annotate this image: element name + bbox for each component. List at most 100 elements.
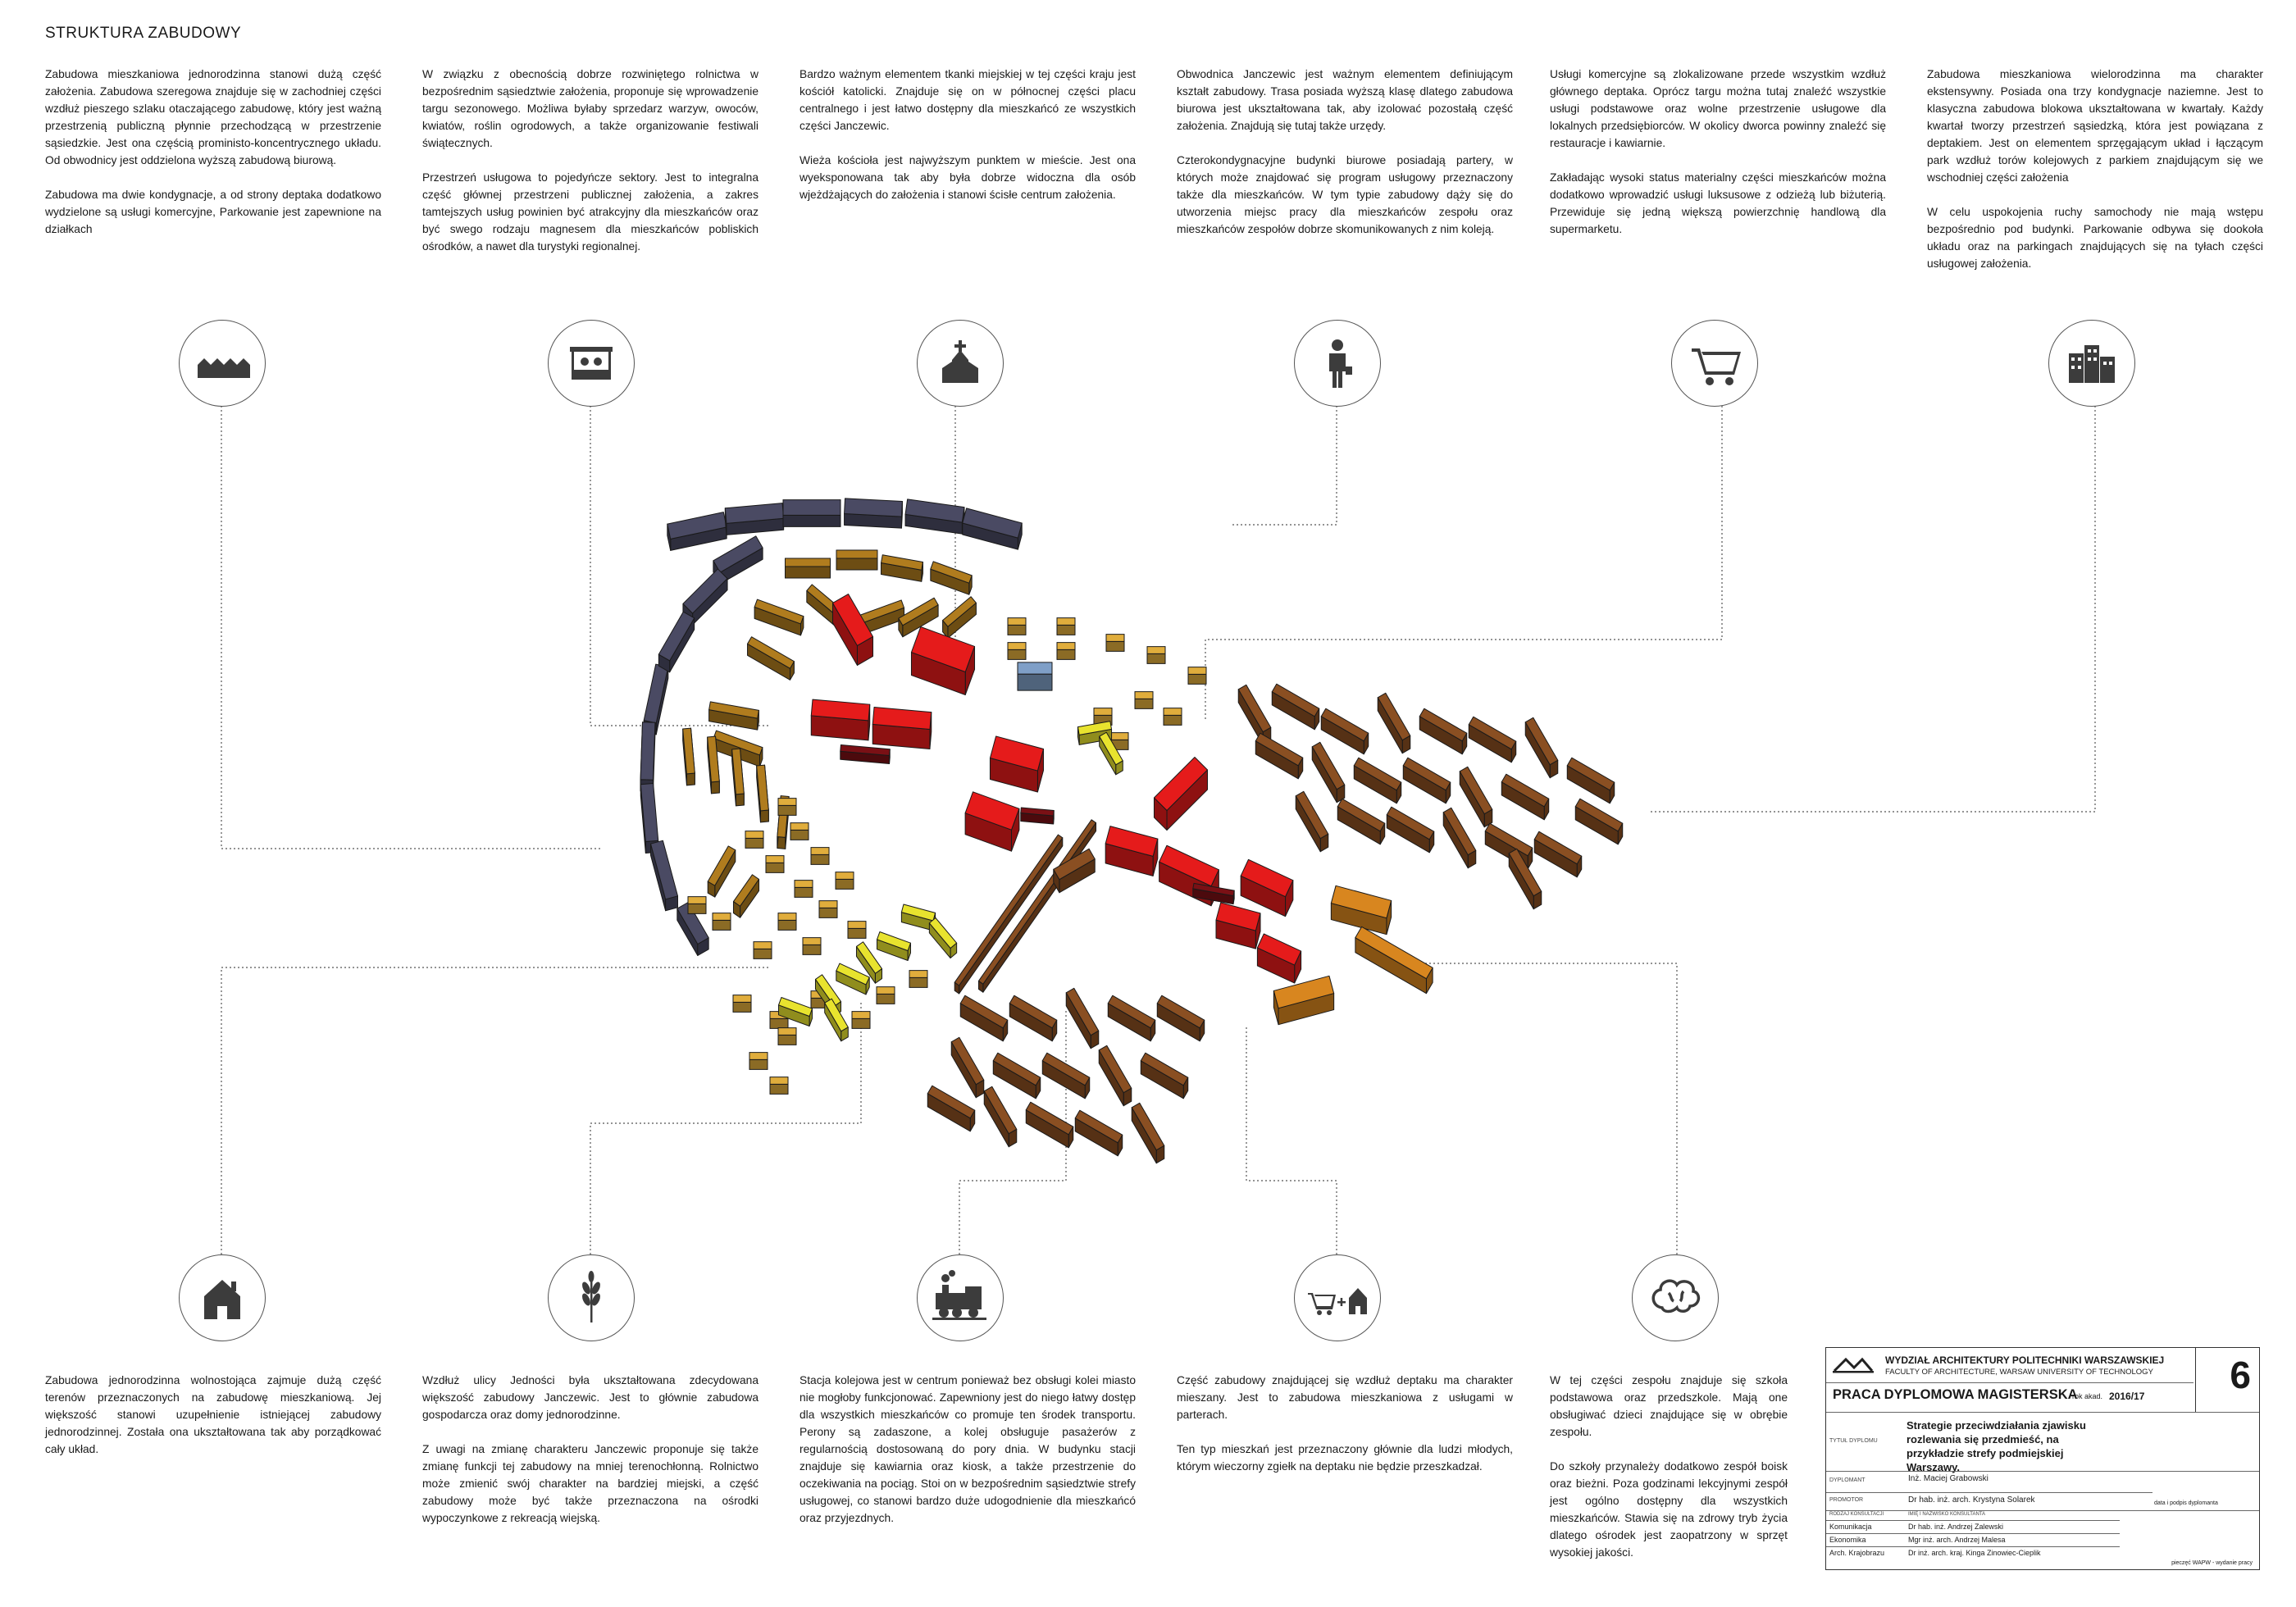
- text-col-school: W tej części zespołu znajduje się szkoła…: [1550, 1374, 1788, 1559]
- wheat-icon: [548, 1254, 635, 1341]
- office-worker-icon: [1294, 320, 1381, 407]
- building-multifamily-105: [1311, 741, 1346, 790]
- market-stall-icon: [548, 320, 635, 407]
- building-church-48: [1017, 662, 1053, 675]
- building-detached-68: [847, 921, 867, 929]
- building-detached-59: [1109, 732, 1129, 740]
- building-detached-52: [1056, 642, 1076, 650]
- building-detached-58: [1093, 708, 1113, 716]
- building-detached-69-side: [777, 919, 797, 931]
- building-rail-93-side: [959, 837, 1064, 995]
- building-detached-54: [1146, 646, 1166, 654]
- building-multifamily-112: [1337, 798, 1386, 832]
- building-detached-55: [1187, 667, 1207, 675]
- building-detached-73: [851, 1011, 871, 1019]
- building-multifamily-109: [1501, 773, 1550, 808]
- building-service_dark-47: [1192, 882, 1235, 897]
- building-multifamily-116: [1533, 831, 1583, 865]
- building-detached-56-side: [1134, 698, 1154, 709]
- building-church-48-side: [1017, 673, 1053, 691]
- shopping-cart-icon: [1671, 320, 1758, 407]
- apartment-blocks-icon: [2048, 320, 2135, 407]
- promoter-name: Dr hab. inż. arch. Krystyna Solarek: [1908, 1495, 2035, 1505]
- building-detached-53: [1105, 634, 1125, 642]
- building-detached-50-side: [1007, 649, 1027, 660]
- sheet-number: 6: [2230, 1354, 2251, 1396]
- text-col-market: W związku z obecnością dobrze rozwinięte…: [422, 68, 758, 253]
- building-office-6: [713, 535, 763, 573]
- building-mixed-83: [1077, 721, 1113, 735]
- building-detached-74-side: [876, 993, 895, 1004]
- faculty-pl: WYDZIAŁ ARCHITEKTURY POLITECHNIKI WARSZA…: [1885, 1354, 2165, 1366]
- building-terraced-23-side: [686, 772, 695, 786]
- building-multifamily-114: [1442, 807, 1477, 856]
- building-multifamily-120: [1065, 987, 1100, 1036]
- building-detached-81: [712, 913, 731, 921]
- building-multifamily-122: [1156, 995, 1205, 1029]
- building-terraced-32: [942, 596, 977, 627]
- divider: [1826, 1412, 2259, 1413]
- building-service-44: [1256, 933, 1302, 966]
- building-detached-66-side: [794, 886, 813, 898]
- building-office-9: [640, 722, 656, 781]
- building-detached-66: [794, 880, 813, 888]
- text-col-commercial: Usługi komercyjne są zlokalizowane przed…: [1550, 68, 1886, 235]
- building-detached-57: [1163, 708, 1182, 716]
- divider: [1826, 1382, 2194, 1383]
- building-service-37: [989, 735, 1045, 772]
- year-label: rok akad.: [2072, 1392, 2103, 1400]
- text-col-offices: Obwodnica Janczewic jest ważnym elemente…: [1177, 68, 1513, 235]
- building-multifamily-119: [1009, 995, 1058, 1029]
- divider: [1826, 1510, 2259, 1511]
- row-houses-icon: [179, 320, 266, 407]
- building-detached-55-side: [1187, 673, 1207, 685]
- building-mixed-91: [778, 997, 813, 1017]
- text-col-multifamily: Zabudowa mieszkaniowa wielorodzinna ma c…: [1927, 68, 2263, 270]
- faculty-en: FACULTY OF ARCHITECTURE, WARSAW UNIVERSI…: [1885, 1368, 2153, 1377]
- cart-plus-house-icon: [1294, 1254, 1381, 1341]
- faculty-logo: [1833, 1357, 1874, 1373]
- building-detached-56: [1134, 691, 1154, 699]
- building-office-4: [904, 498, 965, 523]
- building-detached-73-side: [851, 1017, 871, 1029]
- building-multifamily-106: [1353, 757, 1402, 791]
- building-detached-76-side: [769, 1017, 789, 1029]
- building-office-11: [650, 840, 678, 900]
- building-service-35: [810, 699, 871, 722]
- thesis-title: Strategie przeciwdziałania zjawisku rozl…: [1906, 1419, 2086, 1473]
- building-multifamily-121: [1107, 995, 1156, 1029]
- building-service_dark-46: [1020, 807, 1055, 817]
- text-col-rural: Wzdłuż ulicy Jedności była ukształtowana…: [422, 1374, 758, 1524]
- building-detached-60-side: [777, 804, 797, 816]
- building-office-2-side: [782, 514, 841, 527]
- building-multifamily-95: [1053, 848, 1096, 881]
- building-detached-57-side: [1163, 714, 1182, 726]
- building-multifamily-99: [1377, 692, 1411, 741]
- building-detached-81-side: [712, 919, 731, 931]
- building-multifamily-108: [1459, 766, 1493, 815]
- building-terraced-28: [707, 845, 736, 886]
- church-icon: [917, 320, 1004, 407]
- building-office-13: [658, 611, 695, 662]
- signature-label: data i podpis dyplomanta: [2154, 1500, 2218, 1506]
- building-detached-82: [687, 896, 707, 904]
- building-terraced-14: [785, 558, 831, 567]
- building-service_dark-45: [840, 744, 891, 756]
- divider: [1826, 1533, 2120, 1534]
- building-service-38: [964, 791, 1020, 831]
- building-detached-74: [876, 986, 895, 995]
- building-detached-62-side: [810, 854, 830, 865]
- building-terraced-31: [898, 597, 939, 626]
- building-detached-63-side: [835, 878, 854, 890]
- building-detached-70: [802, 937, 822, 945]
- building-office-10: [640, 782, 659, 843]
- building-service-34: [910, 626, 976, 672]
- building-detached-68-side: [847, 927, 867, 939]
- building-detached-80: [777, 1027, 797, 1036]
- building-terraced-29: [732, 874, 760, 907]
- building-terraced-26-side: [759, 809, 769, 823]
- building-multifamily-125: [1041, 1052, 1091, 1086]
- building-multifamily-130: [1025, 1101, 1074, 1136]
